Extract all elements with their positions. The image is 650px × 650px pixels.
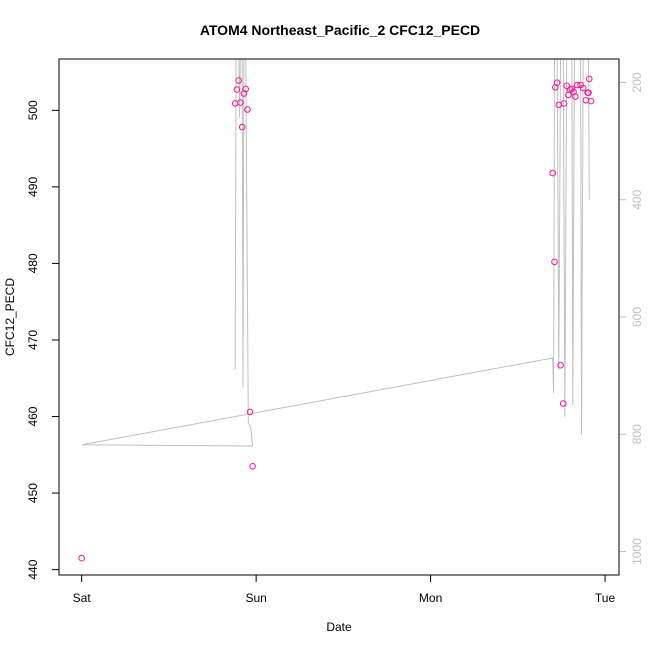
data-point <box>572 93 579 100</box>
y-tick-label: 490 <box>26 177 40 197</box>
data-point <box>246 408 254 416</box>
right-tick-label: 1000 <box>630 538 644 565</box>
x-axis-label: Date <box>326 620 352 634</box>
right-tick-label: 600 <box>630 307 644 327</box>
data-point <box>551 258 558 266</box>
data-point <box>249 463 256 470</box>
y-tick-label: 440 <box>26 559 40 579</box>
data-point <box>78 554 85 562</box>
plot-frame <box>58 58 620 576</box>
chart-title: ATOM4 Northeast_Pacific_2 CFC12_PECD <box>200 22 480 38</box>
left-axis: 440 450 460 470 480 490 500 <box>26 100 59 580</box>
x-tick-label: Tue <box>595 591 616 605</box>
right-tick-label: 400 <box>630 189 644 209</box>
data-point <box>244 106 251 113</box>
data-point <box>585 89 592 96</box>
point-series <box>78 75 595 562</box>
data-point <box>557 361 564 369</box>
data-point <box>237 99 244 106</box>
x-tick-label: Mon <box>419 591 442 605</box>
right-tick-label: 200 <box>630 72 644 92</box>
x-tick-label: Sun <box>245 591 266 605</box>
data-point <box>559 400 567 407</box>
data-point <box>233 86 241 93</box>
data-point <box>238 123 246 131</box>
data-point <box>242 85 249 93</box>
data-point <box>587 97 595 105</box>
data-point <box>573 81 581 89</box>
y-tick-label: 470 <box>26 330 40 350</box>
data-point <box>563 82 571 90</box>
y-tick-label: 460 <box>26 406 40 426</box>
data-point <box>586 75 593 83</box>
data-point <box>549 169 557 177</box>
data-point <box>553 79 561 86</box>
data-point <box>579 84 587 92</box>
y-tick-label: 500 <box>26 100 40 120</box>
y-tick-label: 450 <box>26 483 40 503</box>
x-tick-label: Sat <box>73 591 92 605</box>
right-tick-label: 800 <box>630 424 644 444</box>
y-tick-label: 480 <box>26 253 40 273</box>
data-point <box>560 100 568 107</box>
y-axis-label: CFC12_PECD <box>3 278 17 356</box>
data-point <box>235 77 242 84</box>
